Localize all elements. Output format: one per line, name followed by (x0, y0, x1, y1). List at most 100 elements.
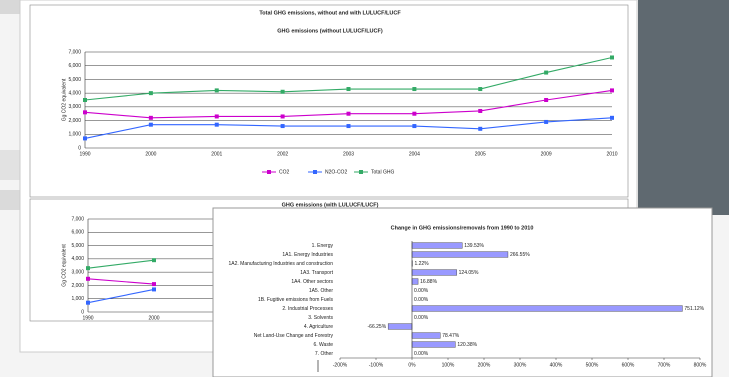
y-tick-label: 3,000 (68, 104, 81, 110)
x-tick-label: 800% (694, 362, 707, 368)
point (610, 115, 614, 120)
point (478, 108, 483, 113)
bar (387, 323, 413, 330)
line-series (87, 278, 155, 285)
value-label: 120.38% (457, 342, 477, 348)
point (544, 70, 549, 75)
point (148, 115, 153, 120)
point (610, 88, 614, 93)
x-tick-label: 200% (478, 362, 491, 368)
bar (411, 305, 683, 312)
line-series (87, 259, 155, 269)
value-label: 1.22% (414, 261, 429, 267)
category-label: 7. Other (315, 351, 333, 357)
x-tick-label: 2009 (541, 151, 552, 157)
category-label: 3. Solvents (308, 315, 333, 321)
ui-strip (0, 0, 20, 14)
point (152, 258, 156, 263)
point (148, 91, 153, 96)
x-tick-label: 400% (550, 362, 563, 368)
y-tick-label: 3,000 (71, 269, 84, 275)
category-label: 1A1. Energy Industries (282, 252, 333, 258)
category-label: 1A5. Other (309, 288, 334, 294)
x-tick-label: 2004 (409, 151, 420, 157)
point (346, 124, 351, 129)
point (412, 87, 417, 92)
x-tick-label: 2000 (145, 151, 156, 157)
point (280, 124, 285, 129)
point (280, 89, 285, 94)
overlay-panel (212, 207, 713, 377)
point (152, 287, 156, 292)
y-tick-label: 6,000 (68, 63, 81, 69)
chart-subtitle: GHG emissions (with LULUCF/LUCF) (282, 202, 379, 208)
chart-top: Total GHG emissions, without and with LU… (61, 10, 617, 175)
point (544, 98, 549, 102)
point (86, 266, 90, 271)
x-tick-label: -100% (369, 362, 384, 368)
side-panel (638, 0, 729, 215)
y-tick-label: 0 (78, 145, 81, 151)
x-tick-label: 2003 (343, 151, 354, 157)
point (214, 122, 219, 127)
point (346, 111, 351, 116)
x-tick-label: 700% (658, 362, 671, 368)
y-axis-label: Gg CO2 equivalent (61, 78, 67, 121)
point (152, 282, 156, 287)
y-tick-label: 2,000 (71, 283, 84, 289)
point (346, 87, 351, 92)
value-label: 266.55% (510, 252, 530, 258)
chart-frame (29, 4, 629, 198)
point (544, 119, 549, 124)
x-tick-label: 300% (514, 362, 527, 368)
x-tick-label: 2001 (211, 151, 222, 157)
chart-subtitle: GHG emissions (without LULUCF/LUCF) (277, 28, 383, 34)
point (214, 114, 219, 119)
point (280, 114, 285, 119)
point (478, 126, 483, 131)
value-label: 0.00% (414, 288, 429, 294)
x-tick-label: 2005 (475, 151, 486, 157)
y-tick-label: 5,000 (71, 243, 84, 249)
bar (411, 269, 457, 276)
point (214, 88, 219, 93)
category-label: Net Land-Use Change and Forestry (254, 333, 334, 339)
point (86, 276, 90, 281)
value-label: 0.00% (414, 315, 429, 321)
y-tick-label: 4,000 (68, 90, 81, 96)
point (86, 300, 90, 305)
line-series (87, 288, 155, 304)
value-label: 0.00% (414, 351, 429, 357)
value-label: 124.05% (459, 270, 479, 276)
bar (411, 242, 463, 249)
point (610, 55, 614, 60)
value-label: 751.12% (684, 306, 704, 312)
chart-title: Total GHG emissions, without and with LU… (259, 10, 401, 16)
value-label: 78.47% (442, 333, 460, 339)
ui-strip (0, 190, 20, 210)
chart-change: Change in GHG emissions/removals from 19… (228, 225, 706, 368)
category-label: 1A3. Transport (300, 270, 333, 276)
y-tick-label: 6,000 (71, 230, 84, 236)
x-tick-label: 1990 (79, 151, 90, 157)
value-label: -66.25% (368, 324, 387, 330)
bar (411, 251, 509, 258)
y-tick-label: 0 (81, 309, 84, 315)
y-tick-label: 4,000 (71, 256, 84, 262)
bar (411, 341, 456, 348)
point (478, 87, 483, 92)
legend-label: Total GHG (371, 169, 394, 175)
legend-label: N2O-CO2 (325, 169, 347, 175)
point (83, 136, 87, 141)
bar (411, 332, 441, 339)
x-tick-label: 2000 (148, 315, 159, 321)
value-label: 16.88% (420, 279, 438, 285)
x-tick-label: -200% (333, 362, 348, 368)
point (148, 122, 153, 127)
category-label: 1B. Fugitive emissions from Fuels (258, 297, 334, 303)
legend-marker (313, 170, 317, 174)
x-tick-label: 0% (408, 362, 416, 368)
category-label: 1A2. Manufacturing Industries and constr… (228, 261, 333, 267)
x-tick-label: 2010 (606, 151, 617, 157)
y-tick-label: 7,000 (68, 49, 81, 55)
